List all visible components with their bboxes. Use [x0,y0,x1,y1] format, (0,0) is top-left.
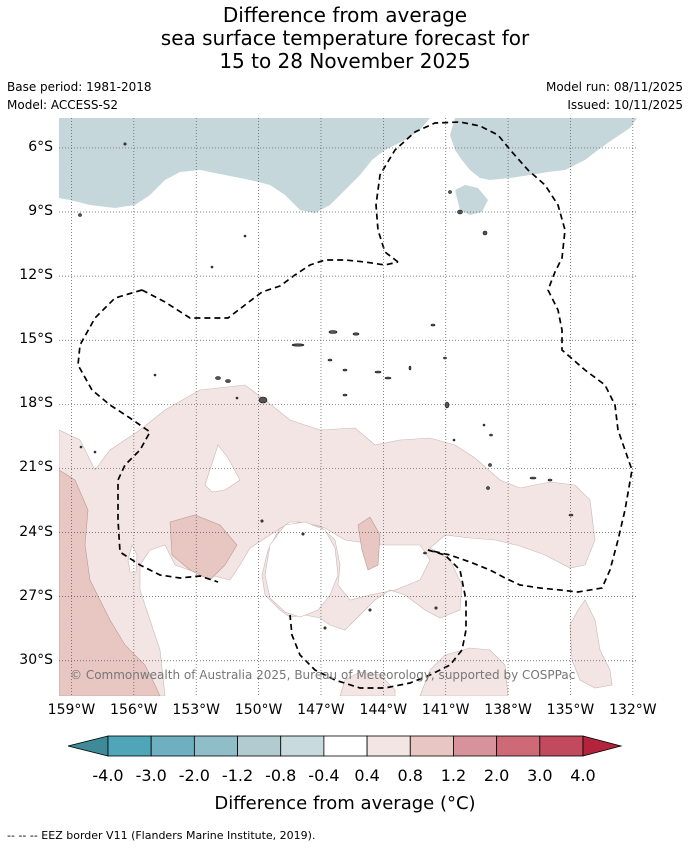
title-line-2: sea surface temperature forecast for [160,26,530,50]
land-north [59,118,430,213]
latitude-label: 30°S [19,651,53,668]
map-body [59,118,637,696]
colorbar-tick-label: -3.0 [135,766,167,785]
model-run: Model run: 08/11/2025 [545,80,683,94]
colorbar-segment [366,735,411,757]
colorbar-segment [496,735,541,757]
longitude-label: 153°W [172,702,221,718]
eez-legend-note: -- -- -- EEZ border V11 (Flanders Marine… [7,829,316,842]
anomaly-region-0-8-1-2-east [357,516,381,571]
latitude-label: 15°S [19,331,53,348]
colorbar-tick-label: 4.0 [570,766,596,785]
latitude-label: 27°S [19,587,53,604]
eez-borders [77,121,633,689]
copyright-text: © Commonwealth of Australia 2025, Bureau… [70,668,576,682]
meta-left: Base period: 1981-2018 Model: ACCESS-S2 [7,78,152,114]
longitude-label: 144°W [359,702,408,718]
longitude-label: 141°W [421,702,470,718]
issued-date: Issued: 10/11/2025 [567,98,683,112]
longitude-label: 138°W [484,702,532,718]
colorbar-segment [107,735,152,757]
title-line-3: 15 to 28 November 2025 [219,49,471,73]
colorbar-tick-label: 0.8 [397,766,423,785]
latitude-label: 9°S [28,203,53,220]
colorbar-tick-label: -2.0 [178,766,210,785]
longitude-label: 159°W [47,702,96,718]
colorbar-tick-label: -4.0 [92,766,124,785]
latitude-label: 24°S [19,523,53,540]
map-grid [59,118,637,696]
colorbar-tick-label: -0.8 [265,766,297,785]
longitude-label: 132°W [609,702,657,718]
colorbar-segment [193,735,238,757]
anomaly-region-0-4-0-8-se [569,599,613,689]
longitude-label: 156°W [110,702,158,718]
colorbar-arrow-left [67,735,109,757]
latitude-label: 18°S [19,395,53,412]
colorbar-segment [539,735,584,757]
anomaly-region-0-4-0-8-southcenter [339,671,396,696]
colorbar-segment [237,735,282,757]
colorbar-arrow-right [582,735,623,757]
colorbar-segment [323,735,368,757]
meta-right: Model run: 08/11/2025 Issued: 10/11/2025 [546,78,683,114]
colorbar-segment [409,735,454,757]
latitude-label: 6°S [28,138,53,155]
colorbar-tick-label: -1.2 [221,766,254,785]
colorbar [67,735,623,757]
neutral-hole-west [204,444,241,493]
anomaly-region-0-4-0-8-south [419,647,509,696]
small-islands [78,142,574,630]
latitude-label: 12°S [19,267,53,284]
base-period: Base period: 1981-2018 [7,80,152,94]
colorbar-tick-label: 0.4 [354,766,380,785]
neutral-hole-center [264,521,339,618]
anomaly-region-0-8-1-2-center [169,514,238,581]
title-line-1: Difference from average [222,3,468,27]
anomaly-region-0-8-1-2-west [59,469,161,696]
longitude-label: 147°W [297,702,345,718]
longitude-label: 150°W [234,702,283,718]
colorbar-tick-label: -0.4 [308,766,340,785]
land-northeast [450,118,637,180]
colorbar-tick-label: 2.0 [483,766,510,785]
colorbar-tick-label: 1.2 [440,766,467,785]
colorbar-segment [453,735,498,757]
latitude-label: 21°S [19,459,53,476]
colorbar-segment [150,735,195,757]
chart-title: Difference from average sea surface temp… [0,4,690,73]
neutral-hole-small [127,544,138,573]
longitude-label: 135°W [546,702,595,718]
colorbar-label: Difference from average (°C) [214,793,476,814]
colorbar-tick-label: 3.0 [527,766,553,785]
colorbar-segment [280,735,325,757]
model-name: Model: ACCESS-S2 [7,98,119,112]
land-island-marquesas [455,185,488,215]
